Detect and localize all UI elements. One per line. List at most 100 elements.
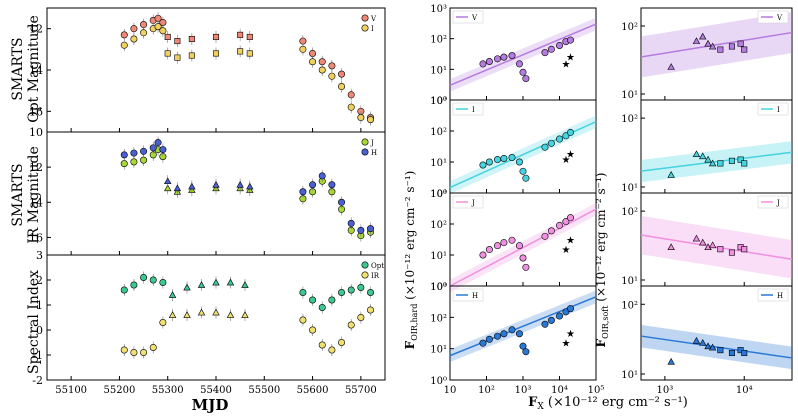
- data-point-hard-J: [515, 242, 523, 250]
- spectral-index-ylabel: Spectral Index: [26, 270, 42, 374]
- panel-frame-soft-H: [640, 285, 793, 381]
- data-point-spectral-index-IR: [347, 321, 355, 329]
- data-point-opt-magnitude-I: [130, 35, 138, 43]
- data-point-hard-I: [493, 156, 501, 164]
- data-point-soft-I: [699, 152, 707, 160]
- data-point-hard-V: [485, 58, 493, 66]
- legend-label-I: I: [777, 106, 780, 114]
- fit-line: [449, 208, 597, 287]
- data-point-spectral-index-Opt: [318, 303, 326, 311]
- data-point-hard-H: [519, 342, 527, 350]
- data-point-hard-J: [541, 232, 549, 240]
- data-point-soft-I: [704, 155, 712, 163]
- data-point-opt-magnitude-I: [174, 54, 181, 61]
- data-point-spectral-index-IR: [318, 341, 326, 349]
- legend-label-J: J: [370, 139, 374, 147]
- y-tick-label: 10⁰: [430, 189, 447, 200]
- data-point-spectral-index-Opt: [120, 286, 128, 294]
- data-point-spectral-index-IR: [357, 313, 365, 321]
- data-point-opt-magnitude-I: [212, 50, 220, 57]
- data-point-hard-V: [508, 52, 516, 60]
- data-point-ir-magnitude-H: [299, 188, 307, 196]
- data-point-spectral-index-IR: [183, 311, 191, 318]
- y-tick-label: 10²: [621, 300, 638, 311]
- x-tick-label: 10⁴: [551, 385, 568, 396]
- legend-marker-H: [361, 148, 369, 156]
- y-tick-label: 1: [36, 299, 43, 312]
- data-point-soft-J: [692, 234, 701, 242]
- y-tick-label: 10³: [430, 189, 447, 200]
- data-point-opt-magnitude-I: [154, 23, 162, 31]
- data-point-hard-J: [555, 221, 563, 229]
- data-point-hard-V: ★: [561, 59, 570, 70]
- data-point-spectral-index-IR: [120, 346, 128, 354]
- data-point-opt-magnitude-V: [212, 33, 220, 40]
- data-point-hard-H: [566, 305, 574, 313]
- y-tick-label: 10³: [430, 282, 447, 293]
- legend-label-Opt: Opt: [371, 262, 384, 270]
- data-point-hard-J: [508, 236, 516, 244]
- data-point-hard-J: [479, 251, 487, 259]
- y-tick-label: 10: [29, 126, 43, 139]
- data-point-ir-magnitude-J: [164, 184, 172, 192]
- legend-label-I: I: [472, 106, 475, 114]
- data-point-ir-magnitude-H: [367, 225, 375, 233]
- x-tick-label: 10: [444, 385, 457, 396]
- soft-y-axis-label: FOIR,soft (×10⁻¹² erg cm⁻² s⁻¹): [594, 173, 610, 348]
- data-point-hard-H: [522, 348, 530, 356]
- data-point-opt-magnitude-I: [237, 48, 244, 55]
- y-tick-label: 10³: [430, 4, 447, 15]
- data-point-soft-H: [741, 349, 748, 357]
- x-tick-label: 55100: [55, 385, 87, 396]
- data-point-soft-H: [717, 347, 724, 354]
- x-tick-label: 55300: [152, 385, 184, 396]
- y-tick-label: 10¹: [621, 183, 638, 194]
- data-point-soft-I: [667, 171, 675, 178]
- data-point-opt-magnitude-I: [309, 58, 317, 66]
- data-point-ir-magnitude-H: [309, 181, 317, 189]
- data-point-ir-magnitude-H: [159, 146, 167, 154]
- data-point-opt-magnitude-I: [357, 114, 365, 122]
- data-point-opt-magnitude-V: [237, 31, 244, 38]
- data-point-hard-V: [515, 60, 523, 68]
- y-tick-label: 10²: [621, 22, 638, 33]
- fit-line: [640, 31, 793, 58]
- y-tick-label: 10²: [430, 127, 447, 138]
- legend-label-V: V: [471, 14, 478, 22]
- data-point-soft-V: [728, 43, 735, 50]
- data-point-soft-V: [737, 40, 744, 47]
- data-point-opt-magnitude-I: [159, 27, 167, 35]
- data-point-spectral-index-IR: [140, 348, 148, 356]
- data-point-opt-magnitude-I: [246, 50, 253, 57]
- data-point-hard-J: ★: [561, 245, 570, 256]
- data-point-opt-magnitude-I: [188, 52, 195, 59]
- data-point-spectral-index-Opt: [159, 278, 167, 286]
- data-point-hard-H: [547, 316, 555, 324]
- x-tick-label: 10⁴: [736, 385, 753, 396]
- x-tick-label: 10²: [478, 385, 495, 396]
- legend-marker-Opt: [361, 261, 369, 269]
- y-tick-label: 10¹: [430, 65, 447, 76]
- data-point-opt-magnitude-V: [318, 58, 326, 66]
- data-point-hard-J: [566, 214, 574, 222]
- data-point-spectral-index-IR: [241, 311, 249, 318]
- legend-label-V: V: [776, 14, 783, 22]
- data-point-spectral-index-IR: [168, 311, 177, 318]
- data-point-hard-H: [555, 312, 563, 320]
- y-tick-label: 10²: [430, 220, 447, 231]
- data-point-ir-magnitude-H: [120, 151, 128, 159]
- data-point-hard-H: [485, 335, 493, 343]
- data-point-hard-V: [555, 41, 563, 49]
- legend-label-H: H: [777, 292, 783, 300]
- data-point-ir-magnitude-H: [164, 177, 172, 185]
- data-point-soft-V: [704, 39, 712, 47]
- ir-mag-ylabel-line2: IR Magnitude: [26, 146, 42, 244]
- y-tick-label: 10¹: [430, 345, 447, 356]
- x-tick-label: 55500: [248, 385, 280, 396]
- y-tick-label: 10³: [430, 96, 447, 107]
- data-point-hard-J: [485, 246, 493, 254]
- x-tick-label: 55400: [200, 385, 232, 396]
- ir-mag-ylabel-line1: SMARTS: [10, 163, 26, 226]
- legend-label-H: H: [371, 149, 377, 157]
